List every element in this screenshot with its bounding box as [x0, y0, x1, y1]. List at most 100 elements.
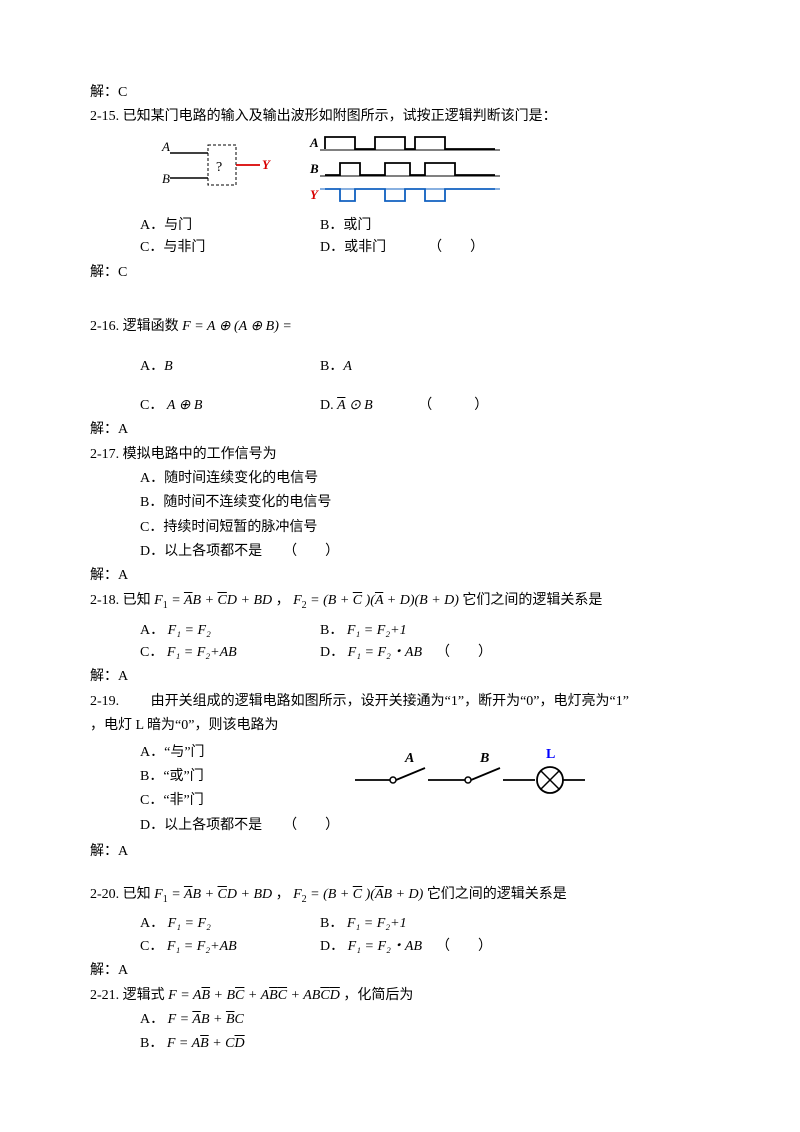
q20-m1: )(: [362, 887, 375, 902]
q20-f1s: 1: [163, 893, 168, 904]
q21-c2: C: [278, 988, 287, 1003]
q15-optB: B．或门: [320, 215, 520, 237]
q21-oAp: A．: [140, 1012, 164, 1027]
q18-cbar: C: [353, 593, 362, 608]
q18-b1: B: [193, 593, 202, 608]
wave-B-label: B: [309, 161, 319, 176]
q18-oAp: A．: [140, 623, 164, 638]
q20-sol: 解：A: [90, 960, 710, 982]
q19-lblB: B: [479, 751, 489, 766]
q20-tail: 它们之间的逻辑关系是: [427, 887, 567, 902]
wave-B: [325, 163, 495, 175]
q15-figure: A B ? Y A B Y: [160, 133, 710, 211]
q19-num: 2-19.: [90, 694, 119, 709]
q18-f1l: F: [154, 593, 163, 608]
q16-expr: F = A ⊕ (A ⊕ B) =: [182, 319, 292, 334]
q20-oD: F₁ = F₂・AB: [348, 939, 422, 954]
q21-b1: B: [201, 988, 210, 1003]
q18-tail: 它们之间的逻辑关系是: [462, 593, 602, 608]
q21-tail: ，化简后为: [343, 988, 413, 1003]
q18-eq: =: [171, 593, 184, 608]
q16-optC-p: C．: [140, 398, 163, 413]
q20-oA: F₁ = F₂: [168, 916, 211, 931]
q16-paren: （ ）: [418, 395, 488, 417]
q20-oCp: C．: [140, 939, 163, 954]
q20-b1: B: [193, 887, 202, 902]
q19-optB: B．“或”门: [90, 766, 350, 788]
label-q: ?: [216, 160, 222, 175]
label-Y: Y: [262, 157, 271, 172]
q18-m2: + D)(B + D): [383, 593, 459, 608]
q19-figure: A B L: [350, 740, 590, 800]
q20-oBp: B．: [320, 916, 343, 931]
q16-optB: A: [343, 359, 352, 374]
q17-text: 模拟电路中的工作信号为: [123, 447, 277, 462]
q18-oCp: C．: [140, 645, 163, 660]
q16-text: 逻辑函数: [123, 319, 183, 334]
q15-optD: D．或非门: [320, 240, 386, 255]
q19-stem2: ，电灯 L 暗为“0”，则该电路为: [90, 715, 710, 737]
q20-paren: （ ）: [436, 936, 492, 958]
q20-cbar: C: [353, 887, 362, 902]
q15-text: 已知某门电路的输入及输出波形如附图所示，试按正逻辑判断该门是：: [123, 109, 557, 124]
q20-comma: ，: [276, 887, 290, 902]
wave-A-label: A: [309, 135, 319, 150]
q21-p1: + B: [210, 988, 235, 1003]
q21-oAa: A: [192, 1012, 201, 1027]
q20-eq: =: [171, 887, 184, 902]
q18-stem: 2-18. 已知 F1 = AB + CD + BD ， F2 = (B + C…: [90, 590, 710, 614]
label-A-in: A: [161, 139, 170, 154]
q21-c1: C: [235, 988, 244, 1003]
q20-stem: 2-20. 已知 F1 = AB + CD + BD ， F2 = (B + C…: [90, 884, 710, 908]
wave-Y-label: Y: [310, 187, 319, 202]
q20-f2o: = (B +: [310, 887, 353, 902]
q16-optD-p: D.: [320, 398, 337, 413]
q20-A1: A: [184, 887, 193, 902]
q21-oBb: B: [200, 1036, 209, 1051]
q16-optD-mid: ⊙: [345, 398, 364, 413]
q15-paren: （ ）: [428, 237, 484, 259]
q17-sol: 解：A: [90, 565, 710, 587]
q15-sol: 解：C: [90, 262, 710, 284]
q21-d3: D: [330, 988, 340, 1003]
q18-pre: 已知: [123, 593, 151, 608]
q16-optC: A ⊕ B: [167, 398, 203, 413]
q21-oAbb: B: [226, 1012, 235, 1027]
q18-num: 2-18.: [90, 593, 119, 608]
q21-c3: C: [320, 988, 329, 1003]
q19-sol: 解：A: [90, 841, 710, 863]
q17-optB: B．随时间不连续变化的电信号: [90, 492, 710, 514]
q21-oAb: B +: [201, 1012, 226, 1027]
q17-stem: 2-17. 模拟电路中的工作信号为: [90, 444, 710, 466]
q21-p2: + A: [244, 988, 269, 1003]
q20-oB: F₁ = F₂+1: [347, 916, 407, 931]
q16-optA: B: [164, 359, 173, 374]
q19-t1: 由开关组成的逻辑电路如图所示，设开关接通为“1”，断开为“0”，电灯亮为“1”: [123, 694, 629, 709]
q17-optC: C．持续时间短暂的脉冲信号: [90, 517, 710, 539]
q18-p2: +: [240, 593, 253, 608]
q21-p3: + AB: [287, 988, 320, 1003]
q18-f2o: = (B +: [310, 593, 353, 608]
q21-oBp: B．: [140, 1036, 163, 1051]
q18-m1: )(: [362, 593, 375, 608]
q21-b2: B: [269, 988, 278, 1003]
q18-oBp: B．: [320, 623, 343, 638]
q21-oBf: F = A: [167, 1036, 200, 1051]
q20-oC: F₁ = F₂+AB: [167, 939, 237, 954]
q20-abar: A: [375, 887, 384, 902]
q20-C1: C: [218, 887, 227, 902]
q17-optD: D．以上各项都不是 （ ）: [90, 541, 710, 563]
q19-lblA: A: [404, 751, 414, 766]
q21-oBp2: + C: [209, 1036, 235, 1051]
q18-A1: A: [184, 593, 193, 608]
q16-num: 2-16.: [90, 319, 119, 334]
q18-comma: ，: [276, 593, 290, 608]
q20-pre: 已知: [123, 887, 151, 902]
q18-oD: F₁ = F₂・AB: [348, 645, 422, 660]
q20-d1: D: [227, 887, 237, 902]
wave-A: [325, 137, 495, 149]
q17-optA: A．随时间连续变化的电信号: [90, 468, 710, 490]
q18-oC: F₁ = F₂+AB: [167, 645, 237, 660]
q21-oAf: F =: [168, 1012, 193, 1027]
q21-num: 2-21.: [90, 988, 119, 1003]
